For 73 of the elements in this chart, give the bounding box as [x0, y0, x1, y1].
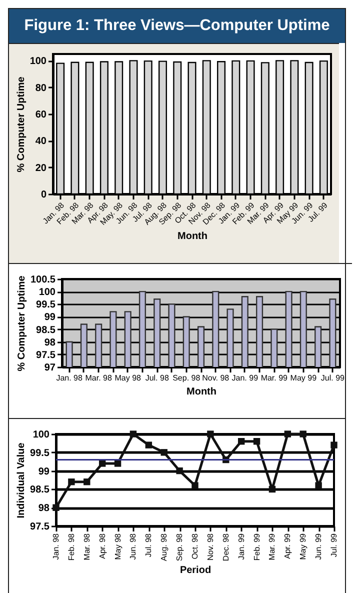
- x-tick-label: Aug. 98: [160, 532, 169, 562]
- y-tick-label: 98.5: [30, 484, 50, 496]
- point: [68, 478, 75, 486]
- point: [300, 430, 306, 438]
- y-tick-label: 99: [38, 466, 50, 478]
- y-tick-label: 60: [35, 110, 47, 120]
- y-tick-label: 97.5: [30, 522, 50, 532]
- x-tick-label: Sep. 98: [175, 532, 184, 562]
- x-axis-title: Month: [178, 230, 208, 242]
- y-tick-label: 97: [44, 362, 56, 374]
- x-tick-label: Oct. 98: [190, 532, 200, 560]
- x-tick-label: Jul. 99: [330, 532, 338, 558]
- x-tick-label: Feb. 99: [252, 532, 262, 561]
- x-tick-label: Feb. 98: [66, 532, 76, 561]
- y-tick-label: 99: [44, 312, 56, 324]
- point: [284, 430, 292, 438]
- y-tick-label: 100.5: [30, 274, 56, 286]
- x-tick-label: Jul. 98: [145, 374, 170, 382]
- x-tick-label: May 99: [298, 532, 308, 560]
- point: [207, 430, 214, 438]
- x-tick-label: Dec. 98: [221, 532, 230, 562]
- point: [238, 438, 245, 445]
- x-tick-label: Jan. 98: [56, 374, 83, 382]
- x-axis-title: Month: [186, 386, 216, 398]
- x-tick-label: Jul. 99: [320, 374, 346, 382]
- point: [253, 438, 260, 445]
- x-tick-label: Mar. 98: [82, 532, 92, 560]
- x-tick-label: Jan. 99: [236, 532, 246, 560]
- chart-title: Figure 1: Three Views—Computer Uptime: [9, 9, 345, 43]
- x-tick-label: Sep. 98: [172, 374, 201, 382]
- y-axis-title: % Computer Uptime: [16, 76, 27, 172]
- x-tick-label: Mar. 99: [268, 532, 277, 560]
- point: [145, 442, 152, 448]
- point: [160, 449, 168, 456]
- point: [330, 442, 338, 448]
- y-tick-label: 20: [35, 162, 47, 174]
- y-tick-label: 97.5: [36, 350, 56, 361]
- y-tick-label: 98: [38, 503, 50, 514]
- point: [315, 482, 322, 489]
- y-tick-label: 98.5: [36, 324, 56, 336]
- y-tick-label: 100: [32, 430, 50, 440]
- x-tick-label: Jun. 98: [128, 532, 138, 560]
- x-tick-label: Mar. 99: [260, 374, 288, 382]
- x-axis-title: Period: [180, 565, 212, 576]
- y-tick-label: 98: [44, 337, 56, 348]
- x-tick-label: Nov. 98: [202, 374, 230, 382]
- y-tick-label: 80: [35, 82, 47, 94]
- x-tick-label: May 99: [290, 374, 318, 382]
- y-axis-title: % Computer Uptime: [16, 275, 28, 372]
- point: [176, 467, 183, 474]
- point: [114, 460, 122, 467]
- y-tick-label: 99.5: [30, 448, 50, 459]
- y-tick-label: 100: [38, 287, 56, 298]
- x-tick-label: Apr. 98: [98, 532, 107, 559]
- point: [98, 460, 106, 467]
- point: [192, 482, 198, 489]
- x-tick-label: May 98: [114, 374, 142, 382]
- y-tick-label: 40: [35, 136, 47, 148]
- point: [268, 486, 276, 493]
- y-axis-title: Individual Value: [16, 442, 28, 518]
- x-tick-label: Apr. 99: [283, 532, 292, 559]
- y-tick-label: 100: [30, 56, 47, 68]
- x-tick-label: Jul. 98: [144, 532, 154, 558]
- x-tick-label: Jun. 99: [314, 532, 324, 560]
- x-tick-label: Mar. 98: [85, 374, 112, 382]
- x-tick-label: Jan. 99: [232, 374, 259, 382]
- y-tick-label: 0: [40, 190, 47, 200]
- point: [130, 430, 137, 438]
- point: [84, 478, 90, 486]
- x-tick-label: May 98: [113, 532, 122, 560]
- x-tick-label: Jan. 98: [52, 532, 60, 560]
- y-tick-label: 99.5: [36, 300, 56, 311]
- x-tick-label: Nov. 98: [206, 532, 215, 560]
